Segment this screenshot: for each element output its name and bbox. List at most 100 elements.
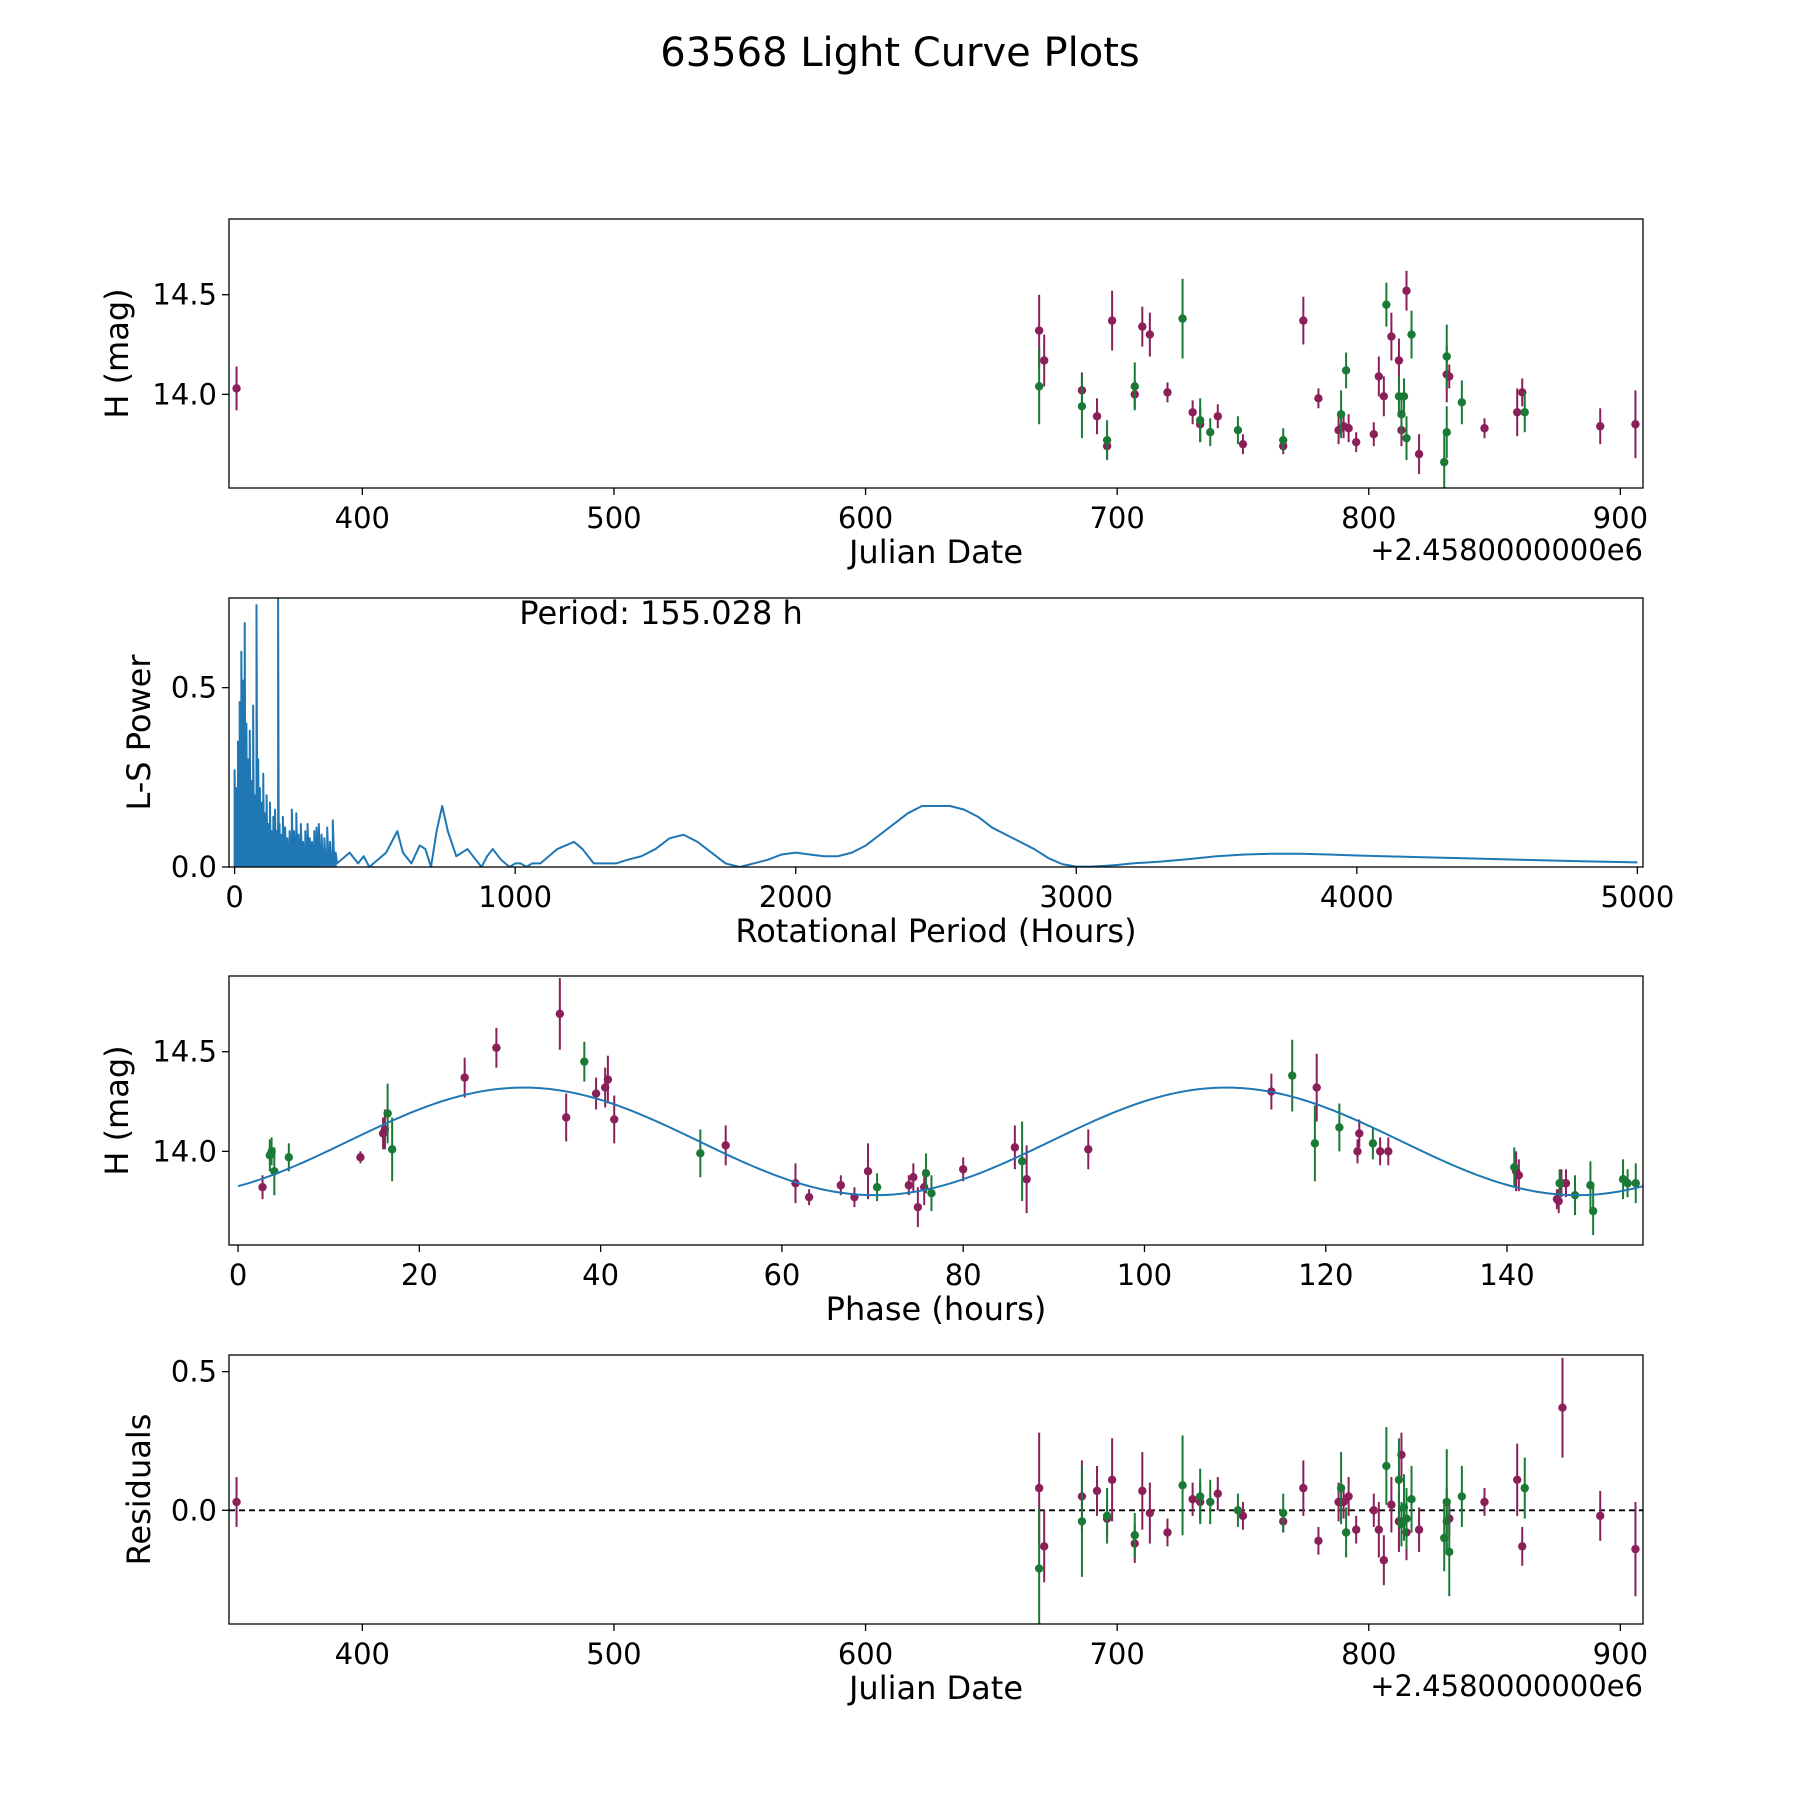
phased-purple-point	[1375, 1147, 1385, 1156]
phased-green-point	[1555, 1179, 1564, 1188]
lightcurve-green-point	[1279, 435, 1288, 445]
residuals-xtick-label: 500	[586, 1637, 641, 1671]
residuals-purple-point	[1299, 1483, 1308, 1493]
lightcurve-green-point	[1402, 433, 1411, 443]
lightcurve-purple-point	[1369, 430, 1378, 439]
phased-green-point	[1017, 1157, 1027, 1166]
periodogram-frame	[228, 597, 1644, 868]
residuals-green-point	[1195, 1492, 1205, 1501]
residuals-green-point	[1178, 1481, 1187, 1490]
residuals-purple-point	[1039, 1542, 1049, 1551]
phased-purple-point	[1514, 1171, 1524, 1180]
lightcurve-purple-point	[1374, 372, 1384, 381]
residuals-purple-point	[1387, 1500, 1396, 1509]
phased-purple-point	[721, 1141, 730, 1150]
phased-purple-point	[863, 1167, 873, 1176]
phased-purple-point	[561, 1113, 571, 1122]
lightcurve-green-point	[1077, 402, 1087, 411]
phased-purple-point	[591, 1089, 601, 1098]
phased-green-point	[1623, 1179, 1632, 1188]
residuals-green-point	[1445, 1547, 1454, 1557]
residuals-purple-point	[1344, 1492, 1353, 1501]
residuals-purple-point	[1092, 1486, 1102, 1496]
residuals-purple-point	[1034, 1483, 1044, 1493]
phased-frame	[228, 975, 1644, 1246]
periodogram-ytick-label: 0.0	[171, 850, 217, 884]
phased-xtick-label: 60	[763, 1258, 800, 1292]
phased-green-point	[1335, 1123, 1344, 1132]
residuals-plot-area	[229, 1357, 1643, 1624]
phased-purple-point	[258, 1183, 267, 1192]
residuals-green-point	[1394, 1475, 1404, 1484]
residuals-green-point	[1341, 1528, 1351, 1537]
periodogram-xtick-label: 0	[225, 880, 243, 914]
residuals-purple-point	[1414, 1525, 1424, 1534]
lightcurve-purple-point	[1145, 330, 1155, 339]
phased-purple-point	[1010, 1143, 1020, 1152]
residuals-purple-point	[1631, 1544, 1640, 1554]
residuals-offset-label: +2.4580000000e6	[1370, 1669, 1643, 1703]
phased-purple-point	[1384, 1147, 1393, 1156]
phased-ytick-label: 14.0	[152, 1134, 217, 1168]
lightcurve-purple-point	[1314, 394, 1323, 403]
lightcurve-xtick-label: 700	[1089, 501, 1144, 535]
phased-green-point	[580, 1057, 589, 1066]
phased-purple-point	[913, 1202, 923, 1212]
residuals-purple-point	[1145, 1508, 1155, 1518]
lightcurve-purple-point	[1213, 412, 1222, 421]
periodogram-xtick-label: 2000	[759, 880, 833, 914]
residuals-purple-point	[1238, 1511, 1248, 1521]
residuals-green-point	[1034, 1564, 1044, 1573]
lightcurve-green-point	[1457, 398, 1467, 407]
lightcurve-purple-point	[1138, 322, 1147, 331]
residuals-xtick-label: 600	[838, 1637, 893, 1671]
lightcurve-purple-point	[1344, 424, 1353, 433]
phased-xtick-label: 20	[401, 1258, 438, 1292]
residuals-purple-point	[1314, 1536, 1323, 1546]
lightcurve-xtick-label: 600	[838, 501, 893, 535]
lightcurve-green-point	[1206, 428, 1215, 437]
lightcurve-xtick-label: 400	[335, 501, 390, 535]
phased-green-point	[1631, 1179, 1640, 1188]
residuals-purple-point	[1512, 1475, 1522, 1484]
phased-purple-point	[356, 1153, 365, 1162]
residuals-purple-point	[1369, 1506, 1378, 1515]
lightcurve-ylabel: H (mag)	[98, 288, 136, 418]
phased-xlabel: Phase (hours)	[826, 1290, 1047, 1328]
residuals-xtick-label: 800	[1341, 1637, 1396, 1671]
lightcurve-purple-point	[1299, 316, 1308, 325]
residuals-purple-point	[1138, 1486, 1147, 1496]
lightcurve-green-point	[1102, 435, 1112, 445]
phased-green-point	[1510, 1163, 1519, 1172]
lightcurve-xtick-label: 900	[1593, 501, 1648, 535]
phased-xtick-label: 0	[229, 1258, 247, 1292]
residuals-green-point	[1279, 1508, 1288, 1518]
phased-plot-area	[237, 977, 1643, 1236]
lightcurve-green-point	[1440, 457, 1449, 467]
residuals-green-point	[1336, 1483, 1346, 1493]
phased-green-point	[927, 1188, 936, 1198]
phased-purple-point	[909, 1173, 918, 1182]
phased-green-point	[387, 1145, 397, 1154]
residuals-purple-point	[1518, 1542, 1527, 1551]
lightcurve-green-point	[1399, 392, 1409, 401]
residuals-purple-point	[1107, 1475, 1117, 1484]
lightcurve-ytick-label: 14.5	[152, 278, 217, 312]
phased-purple-point	[1353, 1147, 1362, 1156]
lightcurve-purple-point	[1163, 388, 1172, 397]
phased-panel: 0 20 40 60 80 100 120 140 14.0 14.5 Phase (hours)…	[98, 975, 1644, 1328]
lightcurve-purple-point	[1188, 408, 1197, 417]
lightcurve-green-point	[1130, 382, 1139, 391]
period-annotation: Period: 155.028 h	[519, 594, 803, 632]
lightcurve-green-point	[1178, 314, 1187, 323]
lightcurve-xtick-label: 500	[586, 501, 641, 535]
lightcurve-purple-point	[1631, 420, 1640, 429]
phased-xtick-label: 100	[1117, 1258, 1172, 1292]
lightcurve-xlabel: Julian Date	[847, 533, 1023, 571]
residuals-frame	[228, 1354, 1644, 1625]
lightcurve-purple-point	[1039, 356, 1049, 365]
lightcurve-green-point	[1442, 428, 1451, 437]
lightcurve-green-point	[1407, 330, 1416, 339]
residuals-purple-point	[1558, 1403, 1567, 1412]
